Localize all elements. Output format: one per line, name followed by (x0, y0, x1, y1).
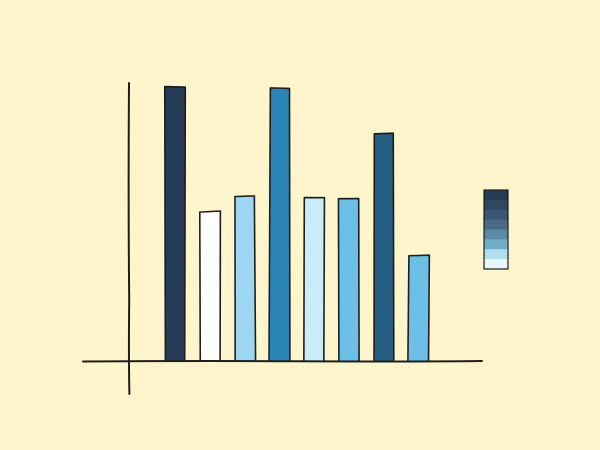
bars-layer (163, 85, 431, 362)
bar-outline-8 (407, 254, 431, 361)
legend-swatch-4 (484, 219, 508, 230)
bar-fill-5 (304, 197, 325, 361)
legend-swatch-5 (484, 229, 508, 240)
bar-8 (407, 254, 431, 361)
bar-outline-1 (163, 85, 187, 362)
bar-4 (268, 87, 291, 362)
bar-outline-6 (337, 197, 360, 361)
bar-outline-7 (373, 132, 395, 361)
bar-outline-4 (268, 87, 291, 361)
bar-fill-7 (373, 133, 394, 361)
bar-fill-4 (269, 88, 290, 362)
legend-swatch-1 (484, 190, 508, 201)
legend-swatch-3 (484, 209, 508, 221)
axes-layer (82, 82, 483, 395)
bar-3 (234, 195, 257, 362)
bar-fill-2 (200, 211, 221, 361)
legend-swatch-6 (484, 239, 508, 250)
bar-fill-3 (234, 196, 255, 361)
legend (483, 189, 509, 270)
bar-outline-3 (234, 195, 257, 362)
bar-7 (373, 132, 395, 361)
bar-2 (198, 210, 222, 361)
bar-5 (303, 196, 326, 362)
bar-1 (163, 85, 187, 362)
bar-fill-8 (408, 255, 429, 361)
legend-frame (483, 189, 509, 270)
legend-swatch-2 (484, 199, 508, 211)
x-axis (82, 359, 483, 363)
bar-6 (337, 197, 360, 361)
bar-outline-5 (303, 196, 326, 362)
legend-swatch-8 (484, 259, 508, 270)
bar-fill-6 (339, 197, 360, 361)
y-axis (127, 82, 131, 395)
legend-swatch-7 (484, 249, 508, 260)
bar-outline-2 (198, 210, 222, 361)
bar-fill-1 (165, 87, 186, 361)
